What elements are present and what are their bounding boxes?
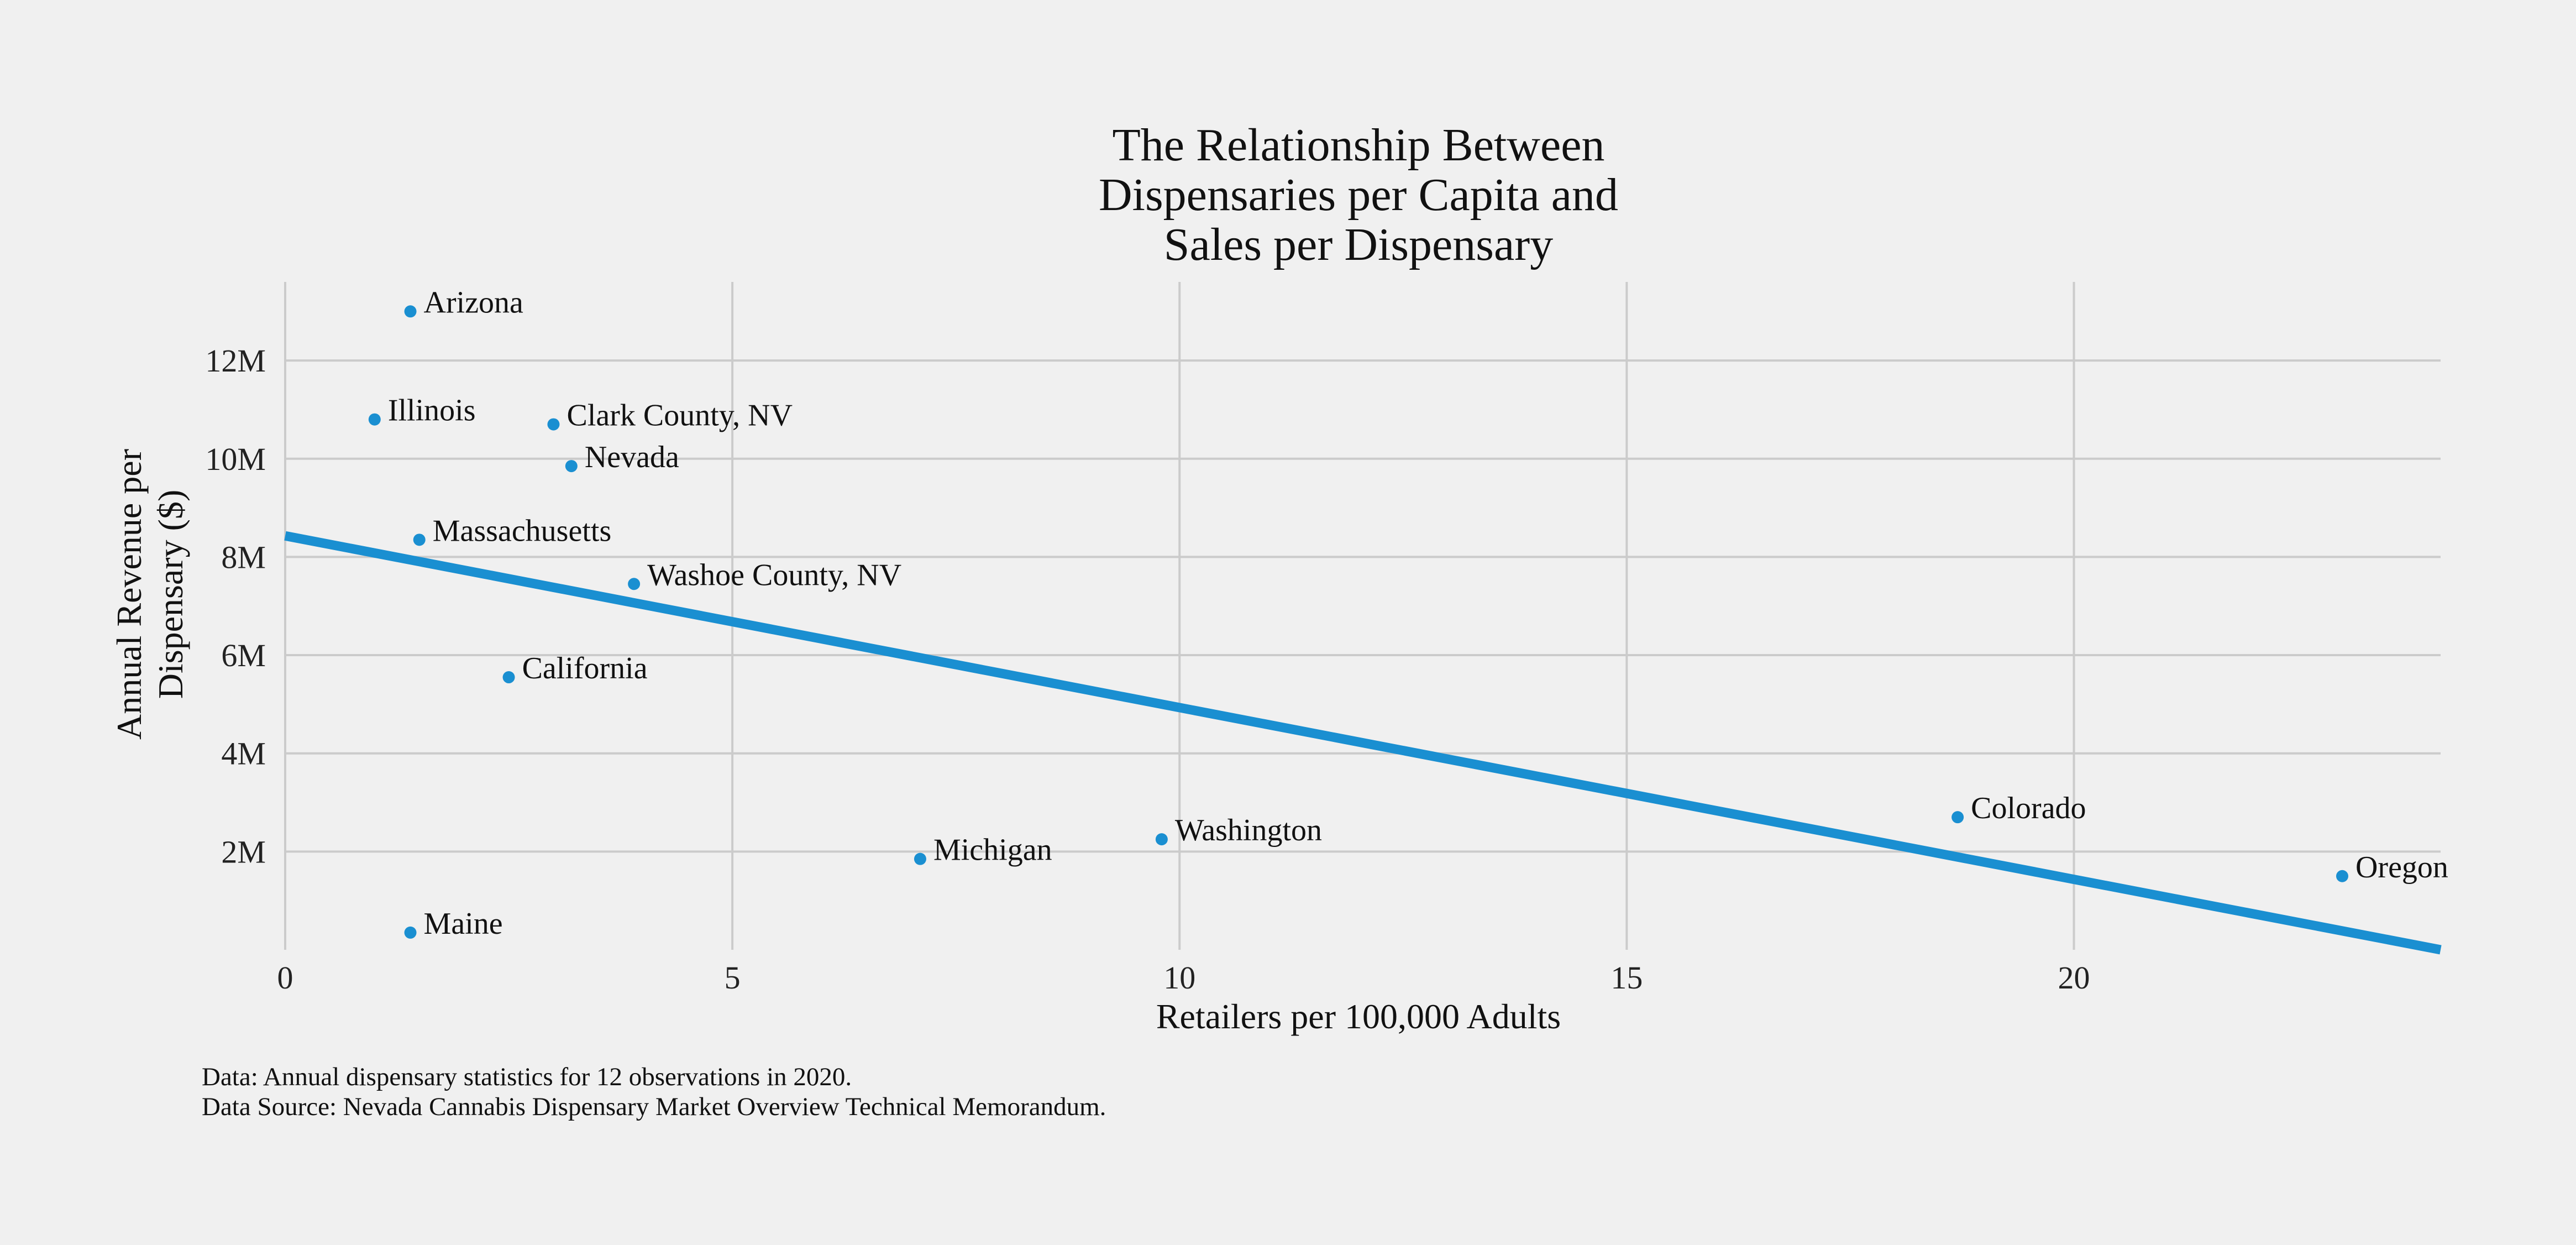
data-point xyxy=(502,671,515,684)
footnote-data: Data: Annual dispensary statistics for 1… xyxy=(202,1063,852,1091)
y-axis-label-line-2: Dispensary ($) xyxy=(151,490,190,699)
point-label: California xyxy=(522,651,648,686)
point-label: Washoe County, NV xyxy=(647,558,901,592)
y-tick-label: 2M xyxy=(221,834,266,870)
x-tick-label: 0 xyxy=(277,960,293,996)
y-tick-label: 10M xyxy=(205,441,266,477)
data-point xyxy=(413,533,426,546)
y-tick-label: 8M xyxy=(221,539,266,575)
point-label: Nevada xyxy=(585,440,679,474)
point-label: Arizona xyxy=(424,285,524,320)
y-tick-label: 6M xyxy=(221,637,266,673)
data-point xyxy=(914,852,926,865)
data-point xyxy=(404,305,417,318)
data-point xyxy=(404,926,417,939)
point-label: Massachusetts xyxy=(433,514,612,548)
trend-line-group xyxy=(284,531,2442,955)
chart-title-line-3: Sales per Dispensary xyxy=(1164,219,1553,270)
y-tick-label: 12M xyxy=(205,343,266,379)
point-label: Oregon xyxy=(2355,850,2448,885)
footnotes: Data: Annual dispensary statistics for 1… xyxy=(202,1063,1106,1121)
point-labels: Arizona Illinois Clark County, NV Nevada Mas… xyxy=(388,285,2448,941)
gridlines xyxy=(284,282,2441,950)
chart-title: The Relationship Between Dispensaries pe… xyxy=(1099,119,1618,270)
point-label: Illinois xyxy=(388,394,476,428)
y-tick-label: 4M xyxy=(221,736,266,772)
x-axis-label: Retailers per 100,000 Adults xyxy=(1156,997,1561,1036)
data-points xyxy=(368,305,2348,939)
point-label: Washington xyxy=(1175,813,1322,848)
x-tick-label: 10 xyxy=(1163,960,1195,996)
chart-title-line-2: Dispensaries per Capita and xyxy=(1099,169,1618,221)
y-axis-label: Annual Revenue per Dispensary ($) xyxy=(109,449,190,740)
data-point xyxy=(1155,833,1168,846)
data-point xyxy=(628,578,641,590)
tick-labels: 0 5 10 15 20 2M 4M 6M 8M 10M 12M xyxy=(205,343,2090,996)
data-point xyxy=(2336,870,2348,882)
chart-title-line-1: The Relationship Between xyxy=(1112,119,1604,171)
data-point xyxy=(368,413,381,426)
data-point xyxy=(565,460,578,473)
footnote-source: Data Source: Nevada Cannabis Dispensary … xyxy=(202,1092,1106,1121)
trend-line xyxy=(284,531,2442,955)
point-label: Colorado xyxy=(1971,791,2086,825)
x-tick-label: 20 xyxy=(2058,960,2090,996)
data-point xyxy=(1951,811,1964,824)
x-tick-label: 5 xyxy=(725,960,741,996)
x-tick-label: 15 xyxy=(1610,960,1643,996)
point-label: Clark County, NV xyxy=(566,399,793,433)
point-label: Michigan xyxy=(933,833,1052,867)
data-point xyxy=(547,418,560,431)
y-axis-label-line-1: Annual Revenue per xyxy=(109,449,149,740)
point-label: Maine xyxy=(424,907,503,941)
